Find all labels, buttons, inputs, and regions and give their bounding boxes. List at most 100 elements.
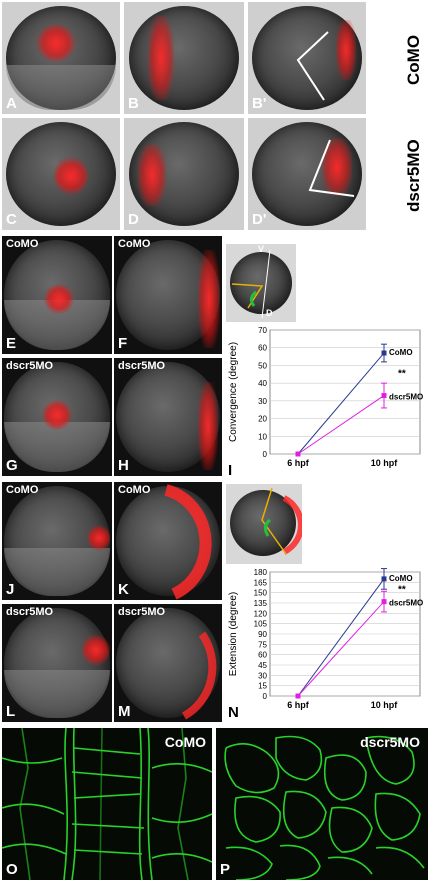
red-label-cluster [82,634,110,666]
panel-p: dscr5MO P [216,728,428,880]
red-label-arc [181,631,217,720]
series-line [297,601,385,697]
convergence-chart: 0 10 20 30 40 50 60 70 6 hpf 10 hpf Convergence (d… [228,326,423,468]
series-line [297,578,385,697]
panel-d: D [124,118,244,230]
y-tick-label: 105 [254,620,268,629]
condition-label: CoMO [6,238,39,250]
panel-label: P [220,861,231,878]
panel-label: E [6,335,17,352]
y-tick-label: 0 [263,450,268,459]
red-label-band [336,20,356,80]
angle-lines [308,139,355,197]
data-point [295,693,301,699]
panel-h: dscr5MO H [114,358,222,476]
panel-label: N [228,704,239,721]
x-tick-label: 6 hpf [287,458,310,468]
y-tick-label: 135 [254,599,268,608]
panel-label: F [118,335,128,352]
ventral-label: V [258,244,265,254]
embryo [230,252,292,314]
angle-lines [296,31,329,101]
panel-label: I [228,462,233,479]
panel-label: M [118,703,131,720]
y-tick-label: 10 [258,432,267,441]
embryo [129,6,239,110]
series-label: CoMO [389,348,413,357]
y-tick-label: 150 [254,589,268,598]
y-tick-label: 0 [263,692,268,701]
condition-label: dscr5MO [118,606,166,618]
red-label-cluster [42,400,72,430]
membrane-staining [224,735,425,880]
data-point [381,599,387,605]
panel-label: L [6,703,16,720]
y-tick-label: 75 [258,640,267,649]
panel-label: O [6,861,18,878]
condition-label: dscr5MO [118,360,166,372]
panel-a: A [2,2,120,114]
schematic-lines [261,487,302,555]
y-tick-label: 30 [258,397,267,406]
y-axis-label: Extension (degree) [228,592,239,677]
red-label-band [148,16,174,100]
extension-schematic [226,484,302,564]
condition-label: CoMO [118,484,151,496]
red-label-cluster [36,24,76,62]
y-tick-label: 120 [254,609,268,618]
panel-k: CoMO K [114,482,222,600]
y-axis-label: Convergence (degree) [228,342,239,442]
y-tick-label: 30 [258,671,267,680]
data-point [381,576,387,582]
dorsal-label: D [266,308,273,318]
panel-label: D' [252,211,267,228]
panel-label: C [6,211,17,228]
condition-label: dscr5MO [6,360,54,372]
red-label-cluster [54,156,88,196]
panel-label: A [6,95,17,112]
x-tick-label: 10 hpf [371,458,399,468]
panel-e: CoMO E [2,236,112,354]
data-point [381,350,387,356]
schematic-lines [231,249,271,319]
condition-label: CoMO [118,238,151,250]
red-label-cluster [44,284,74,314]
condition-label: CoMO [164,734,206,750]
panel-d-prime: D' [248,118,366,230]
y-tick-label: 165 [254,578,268,587]
y-tick-label: 60 [258,344,267,353]
embryo [6,6,116,110]
panel-f: CoMO F [114,236,222,354]
significance-annotation: ** [398,584,406,595]
side-label-como: CoMO [404,34,423,86]
panel-label: K [118,581,129,598]
condition-label: dscr5MO [6,606,54,618]
series-label: CoMO [389,574,413,583]
y-tick-label: 60 [258,651,267,660]
data-point [381,393,387,399]
panel-label: G [6,457,18,474]
condition-label: dscr5MO [360,734,420,750]
red-label-arc [164,484,212,600]
panel-o: CoMO O [2,728,212,880]
series-line [297,395,385,455]
data-point [295,451,301,457]
y-tick-label: 40 [258,379,267,388]
significance-annotation: ** [398,368,406,379]
embryo [4,608,110,718]
series-label: dscr5MO [389,393,423,402]
panel-label: D [128,211,139,228]
red-label-cluster [88,524,110,552]
panel-b: B [124,2,244,114]
y-tick-label: 20 [258,415,267,424]
panel-label: B' [252,95,267,112]
y-tick-label: 50 [258,361,267,370]
panel-m: dscr5MO M [114,604,222,722]
condition-label: CoMO [6,484,39,496]
y-tick-label: 90 [258,630,267,639]
series-label: dscr5MO [389,599,423,608]
panel-c: C [2,118,120,230]
y-tick-label: 180 [254,568,268,577]
x-tick-label: 6 hpf [287,700,310,710]
x-tick-label: 10 hpf [371,700,399,710]
